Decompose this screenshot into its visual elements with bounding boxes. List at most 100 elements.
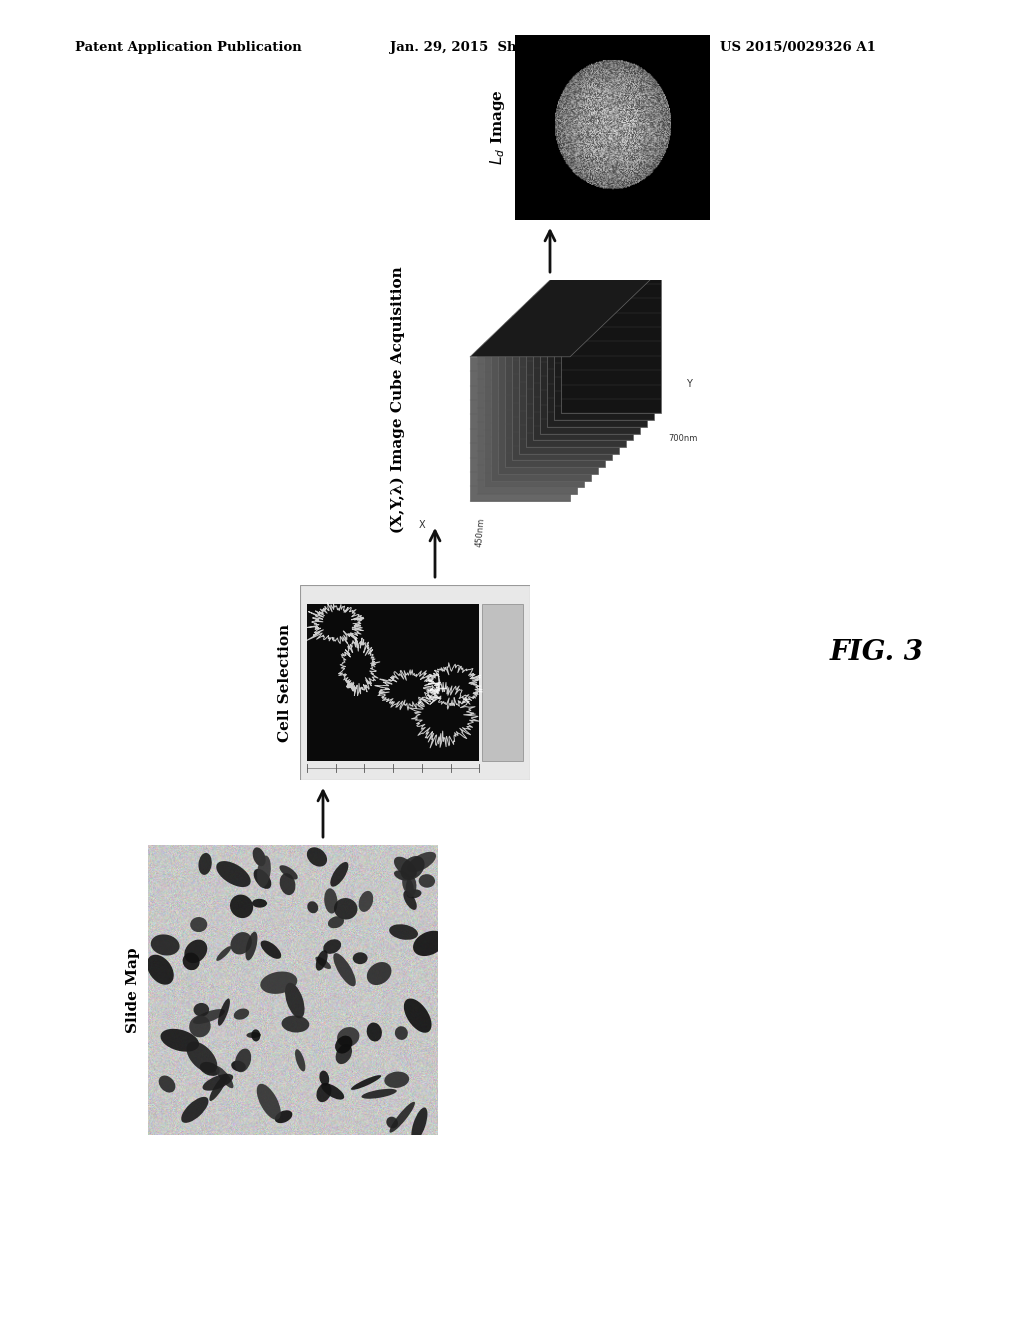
- Ellipse shape: [246, 932, 257, 961]
- Polygon shape: [470, 269, 662, 356]
- Text: Jan. 29, 2015  Sheet 3 of 7: Jan. 29, 2015 Sheet 3 of 7: [390, 41, 586, 54]
- Ellipse shape: [403, 998, 431, 1032]
- Polygon shape: [512, 317, 612, 461]
- Polygon shape: [519, 310, 618, 454]
- Ellipse shape: [189, 1015, 211, 1038]
- Ellipse shape: [216, 861, 251, 887]
- Ellipse shape: [322, 1084, 344, 1100]
- Ellipse shape: [230, 895, 253, 919]
- Ellipse shape: [209, 1073, 227, 1101]
- Ellipse shape: [335, 1036, 352, 1053]
- Ellipse shape: [282, 1015, 309, 1032]
- Polygon shape: [534, 296, 633, 441]
- Ellipse shape: [194, 1003, 209, 1016]
- Ellipse shape: [280, 865, 298, 879]
- Polygon shape: [505, 323, 605, 467]
- Polygon shape: [547, 282, 647, 426]
- Polygon shape: [470, 356, 570, 500]
- Polygon shape: [554, 276, 654, 420]
- Text: X: X: [419, 520, 425, 529]
- Ellipse shape: [203, 1074, 233, 1090]
- Ellipse shape: [230, 932, 252, 954]
- Polygon shape: [477, 350, 577, 494]
- Ellipse shape: [334, 898, 357, 920]
- Ellipse shape: [403, 891, 417, 909]
- Ellipse shape: [295, 1049, 305, 1072]
- Ellipse shape: [412, 1107, 427, 1142]
- Ellipse shape: [231, 1061, 246, 1072]
- Ellipse shape: [252, 899, 267, 908]
- Ellipse shape: [253, 847, 265, 866]
- Text: Cell Selection: Cell Selection: [278, 623, 292, 742]
- Ellipse shape: [257, 855, 270, 887]
- Ellipse shape: [285, 982, 304, 1018]
- Ellipse shape: [394, 857, 417, 878]
- Text: 450nm: 450nm: [475, 517, 486, 548]
- Ellipse shape: [254, 869, 271, 888]
- Ellipse shape: [316, 1082, 332, 1102]
- Polygon shape: [484, 343, 584, 487]
- Text: (X,Y,λ) Image Cube Acquisition: (X,Y,λ) Image Cube Acquisition: [390, 267, 406, 533]
- Ellipse shape: [274, 1110, 293, 1123]
- Ellipse shape: [216, 946, 231, 961]
- Ellipse shape: [361, 1089, 396, 1098]
- Ellipse shape: [186, 1041, 217, 1073]
- Ellipse shape: [384, 1072, 410, 1088]
- Ellipse shape: [307, 902, 318, 913]
- Ellipse shape: [395, 1026, 408, 1040]
- Ellipse shape: [389, 1102, 415, 1133]
- Ellipse shape: [260, 972, 297, 994]
- Text: FIG. 3: FIG. 3: [830, 639, 924, 667]
- Text: Y: Y: [686, 379, 692, 389]
- Ellipse shape: [218, 998, 230, 1026]
- Ellipse shape: [336, 1044, 352, 1064]
- Ellipse shape: [181, 1097, 209, 1123]
- Polygon shape: [490, 337, 591, 480]
- Ellipse shape: [315, 957, 331, 969]
- Ellipse shape: [351, 1074, 381, 1090]
- Text: US 2015/0029326 A1: US 2015/0029326 A1: [720, 41, 876, 54]
- Ellipse shape: [333, 953, 355, 986]
- Ellipse shape: [261, 940, 282, 958]
- Ellipse shape: [146, 954, 174, 985]
- Ellipse shape: [161, 1028, 199, 1052]
- Ellipse shape: [234, 1048, 251, 1072]
- Ellipse shape: [184, 940, 207, 964]
- Ellipse shape: [193, 1008, 225, 1024]
- Ellipse shape: [307, 847, 327, 867]
- Ellipse shape: [233, 1008, 249, 1020]
- Ellipse shape: [199, 853, 212, 875]
- Ellipse shape: [328, 916, 344, 928]
- Polygon shape: [561, 269, 662, 413]
- Ellipse shape: [394, 870, 411, 880]
- Ellipse shape: [406, 876, 417, 898]
- Ellipse shape: [407, 851, 436, 873]
- Ellipse shape: [337, 1027, 359, 1047]
- Ellipse shape: [358, 891, 373, 912]
- Ellipse shape: [251, 1030, 260, 1041]
- Text: Slide Map: Slide Map: [126, 948, 140, 1032]
- Text: Patent Application Publication: Patent Application Publication: [75, 41, 302, 54]
- Ellipse shape: [182, 953, 200, 970]
- Ellipse shape: [319, 1071, 329, 1086]
- Polygon shape: [498, 330, 598, 474]
- Ellipse shape: [400, 855, 425, 880]
- Ellipse shape: [324, 940, 341, 954]
- Ellipse shape: [367, 1023, 382, 1041]
- Ellipse shape: [247, 1032, 261, 1038]
- Text: $L_d$ Image: $L_d$ Image: [488, 90, 507, 165]
- Ellipse shape: [257, 1084, 281, 1119]
- Polygon shape: [540, 289, 640, 433]
- Ellipse shape: [325, 888, 338, 913]
- Bar: [307, 605, 479, 760]
- Ellipse shape: [280, 873, 296, 895]
- Ellipse shape: [200, 1061, 220, 1076]
- Polygon shape: [526, 304, 626, 447]
- Text: 700nm: 700nm: [669, 434, 698, 444]
- Ellipse shape: [352, 952, 368, 964]
- Ellipse shape: [402, 876, 414, 895]
- Ellipse shape: [407, 890, 422, 899]
- Ellipse shape: [386, 1117, 398, 1129]
- Ellipse shape: [413, 931, 445, 956]
- Ellipse shape: [159, 1076, 175, 1093]
